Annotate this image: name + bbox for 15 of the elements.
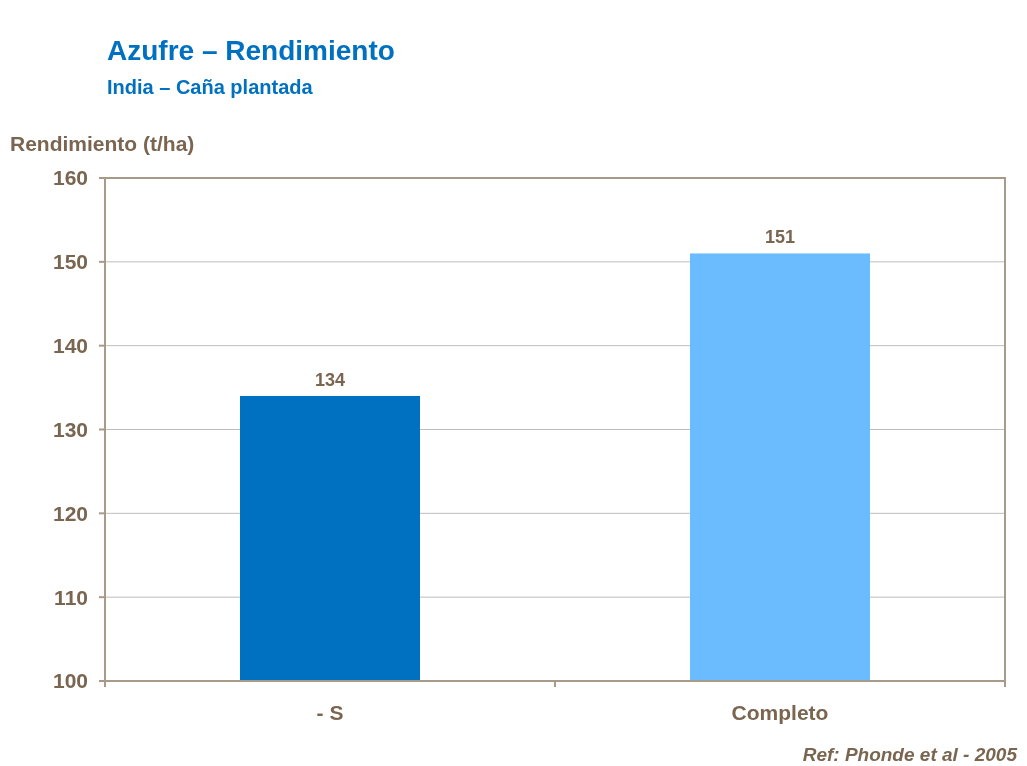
y-axis-title: Rendimiento (t/ha)	[10, 132, 195, 155]
y-tick-label: 130	[52, 417, 88, 441]
chart-subtitle: India – Caña plantada	[107, 76, 314, 98]
chart-title: Azufre – Rendimiento	[107, 35, 395, 66]
data-label: 134	[314, 369, 346, 390]
data-label: 151	[764, 227, 796, 248]
y-tick-label: 120	[52, 501, 88, 525]
y-tick-label: 100	[52, 669, 88, 693]
y-tick-label: 150	[52, 250, 88, 274]
y-tick-label: 110	[54, 585, 88, 609]
y-tick-label: 160	[52, 166, 88, 190]
x-tick-label: - S	[316, 701, 344, 724]
text: Ref: Phonde et al - 2005	[802, 744, 1018, 765]
y-tick-label: 140	[52, 334, 88, 358]
x-tick-label: Completo	[731, 701, 829, 724]
